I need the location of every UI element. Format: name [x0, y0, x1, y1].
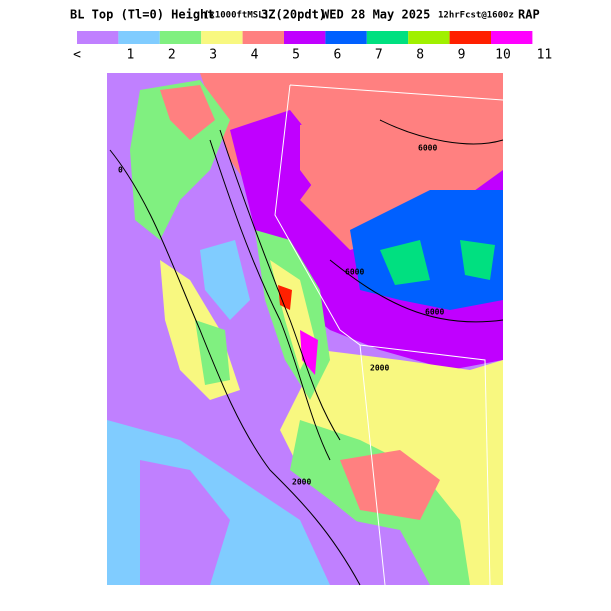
legend-swatch	[491, 31, 533, 44]
region	[300, 330, 318, 375]
legend-swatch	[325, 31, 367, 44]
legend-label: 5	[292, 48, 300, 63]
legend-swatch	[118, 31, 160, 44]
legend-label: 2	[168, 48, 176, 63]
legend-swatch	[77, 31, 119, 44]
title: BL Top (Tl=0) Height	[70, 8, 215, 22]
map	[107, 73, 504, 586]
region	[278, 285, 292, 310]
region	[340, 450, 440, 520]
legend-label: 8	[416, 48, 424, 63]
contour	[379, 119, 504, 145]
region	[300, 110, 420, 210]
contour	[219, 129, 341, 441]
contour-label: 2000	[370, 364, 389, 373]
contour	[209, 139, 331, 461]
contour-label: 6000	[425, 308, 444, 317]
legend-swatch	[201, 31, 243, 44]
legend-swatch	[284, 31, 326, 44]
region	[460, 240, 495, 280]
run-time: 3Z(20pdt)	[261, 8, 326, 22]
contour-label: 6000	[418, 144, 437, 153]
region	[140, 460, 230, 585]
legend-label: 4	[251, 48, 259, 63]
legend-label: 7	[375, 48, 383, 63]
region	[350, 520, 430, 585]
units: [x1000ftMSL]	[204, 11, 269, 21]
contour-label: 6000	[345, 268, 364, 277]
legend-swatch	[408, 31, 450, 44]
legend-label: 6	[333, 48, 341, 63]
legend-label: 9	[458, 48, 466, 63]
legend-label: 1	[126, 48, 134, 63]
contour	[109, 149, 361, 586]
region	[350, 190, 503, 310]
color-legend: <1 2 3 4 5 6 7 8 9 10 11	[73, 31, 552, 63]
contour	[329, 259, 504, 323]
model: RAP	[518, 8, 540, 22]
region	[200, 240, 250, 320]
legend-label: 10	[495, 48, 511, 63]
forecast: 12hrFcst@1600z	[438, 11, 514, 21]
legend-label: 11	[537, 48, 553, 63]
region	[380, 240, 430, 285]
region	[160, 85, 215, 140]
region	[195, 320, 230, 385]
contour-labels: 6000 6000 6000 2000 2000 0	[118, 144, 444, 487]
legend-swatch	[449, 31, 491, 44]
state-border	[274, 84, 504, 586]
contour-label: 2000	[292, 478, 311, 487]
legend-swatch	[159, 31, 202, 44]
legend-label: <	[73, 48, 81, 63]
legend-label: 3	[209, 48, 217, 63]
date: WED 28 May 2025	[322, 8, 430, 22]
legend-swatch	[366, 31, 409, 44]
contour-label: 0	[118, 166, 123, 175]
legend-swatch	[242, 31, 284, 44]
